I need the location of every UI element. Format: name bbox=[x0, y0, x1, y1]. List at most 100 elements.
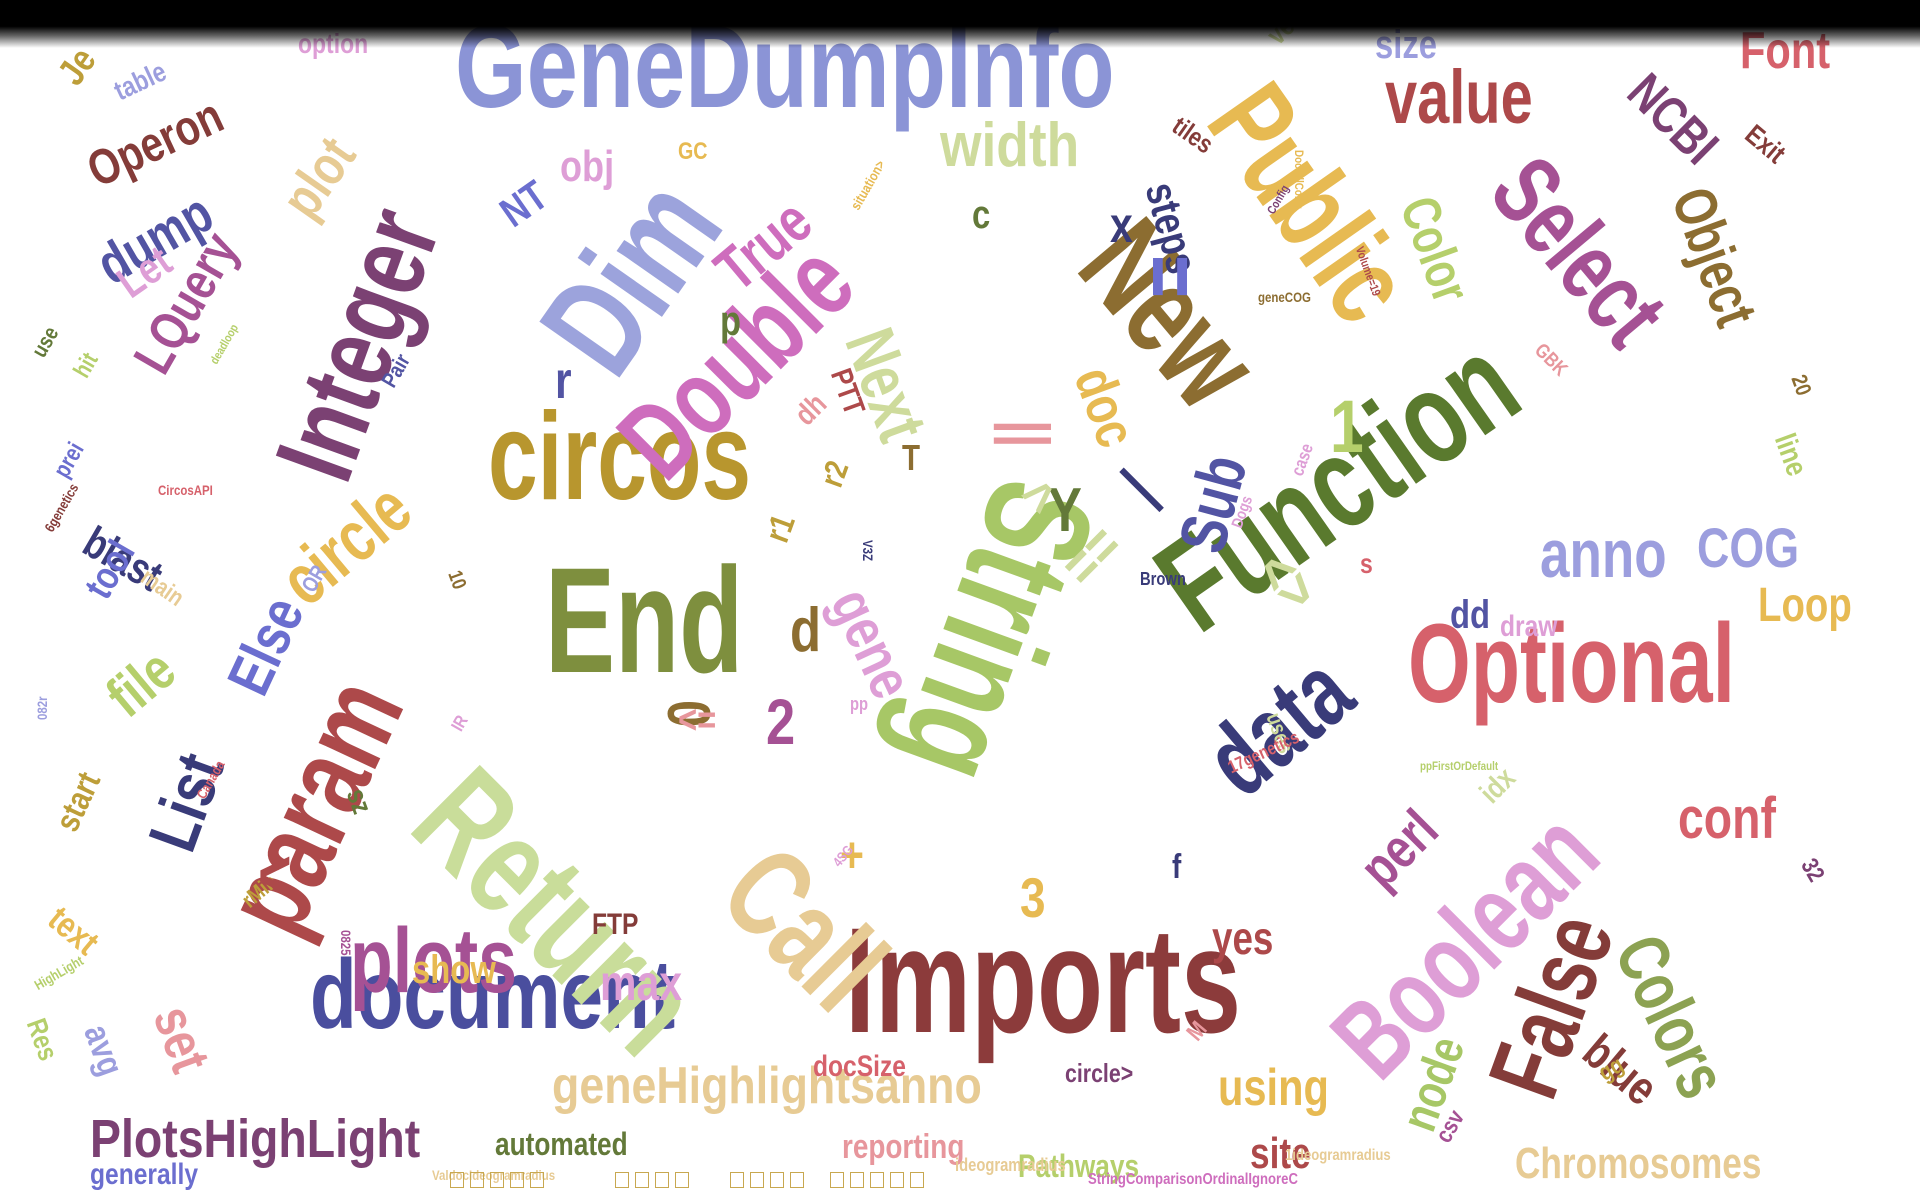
word-ppfirstordefault: ppFirstOrDefault bbox=[1420, 759, 1499, 773]
word-x: x bbox=[1110, 197, 1133, 253]
word-stringcomparisonordinalignorec: StringComparisonOrdinalIgnoreC bbox=[1088, 1171, 1298, 1188]
word-line: line bbox=[1767, 429, 1814, 481]
word-file: file bbox=[94, 636, 188, 730]
word-anno: anno bbox=[1540, 516, 1667, 592]
placeholder-glyph-box bbox=[655, 1172, 669, 1188]
word-using: using bbox=[1218, 1059, 1329, 1117]
word-highlight: HighLight bbox=[31, 952, 86, 993]
word-r2: r2 bbox=[813, 456, 856, 492]
word-genecog: geneCOG bbox=[1258, 289, 1311, 305]
word-f: f bbox=[1172, 848, 1182, 886]
word-symbol: = bbox=[1120, 255, 1220, 299]
word-situation: situation> bbox=[847, 157, 889, 213]
word-max: max bbox=[600, 955, 683, 1011]
word-nt: NT bbox=[491, 171, 556, 237]
word-ncbi: NCBI bbox=[1616, 62, 1730, 176]
word-gene: gene bbox=[817, 578, 926, 709]
word-plotshighlight: PlotsHighLight bbox=[90, 1109, 421, 1169]
word-table: table bbox=[109, 55, 171, 107]
word-6genetics: 6genetics bbox=[41, 480, 82, 535]
word-plots: plots bbox=[350, 910, 518, 1012]
word-circle: circle bbox=[265, 468, 427, 622]
word-main: main bbox=[135, 563, 189, 612]
word-ir: IR bbox=[447, 711, 472, 735]
word-ftp: FTP bbox=[592, 908, 639, 941]
word-brown: Brown bbox=[1140, 569, 1186, 589]
word-docsize: docSize bbox=[813, 1050, 906, 1083]
word-20: 20 bbox=[1786, 371, 1817, 399]
word-avg: avg bbox=[76, 1018, 133, 1081]
word-generally: generally bbox=[90, 1158, 199, 1191]
word-y: Y bbox=[1048, 476, 1082, 545]
word-3: 3 bbox=[1020, 866, 1046, 929]
placeholder-glyph-box bbox=[615, 1172, 629, 1188]
word-t: T bbox=[902, 437, 921, 478]
word-perl: perl bbox=[1347, 797, 1450, 900]
word-symbol: < bbox=[258, 836, 292, 916]
word-hit: hit bbox=[68, 348, 104, 383]
word-s: s bbox=[1360, 548, 1373, 579]
word-gc: GC bbox=[678, 138, 708, 165]
word-d: d bbox=[790, 596, 822, 665]
word-dh: dh bbox=[788, 387, 834, 432]
word-integer: Integer bbox=[251, 192, 464, 496]
word-je: Je bbox=[50, 40, 105, 93]
placeholder-glyph-box bbox=[635, 1172, 649, 1188]
word-p: p bbox=[720, 297, 742, 344]
word-param: param bbox=[198, 659, 430, 953]
word-v3z: V3Z bbox=[860, 540, 876, 562]
word-circosapi: CircosAPI bbox=[158, 482, 213, 498]
word-chromosomes: Chromosomes bbox=[1515, 1139, 1762, 1188]
placeholder-glyph-box bbox=[890, 1172, 904, 1188]
word-reporting: reporting bbox=[842, 1128, 965, 1166]
word-text: text bbox=[40, 897, 108, 963]
word-circos: circos bbox=[488, 388, 752, 526]
word-circle: circle> bbox=[1065, 1058, 1134, 1088]
word-082r: 082r bbox=[34, 696, 50, 720]
word-32: 32 bbox=[1795, 854, 1830, 887]
placeholder-glyph-box bbox=[510, 1172, 524, 1188]
word-draw: draw bbox=[1500, 610, 1558, 643]
word-2: 2 bbox=[766, 686, 796, 758]
placeholder-glyph-box bbox=[530, 1172, 544, 1188]
placeholder-glyph-box bbox=[750, 1172, 764, 1188]
word-symbol: | bbox=[1109, 457, 1167, 515]
placeholder-glyph-box bbox=[850, 1172, 864, 1188]
placeholder-glyph-box bbox=[770, 1172, 784, 1188]
word-exit: Exit bbox=[1739, 118, 1792, 170]
word-gbk: GBK bbox=[1530, 339, 1572, 381]
word-dd: dd bbox=[1450, 593, 1491, 637]
word-set: set bbox=[141, 997, 223, 1081]
placeholder-glyph-box bbox=[870, 1172, 884, 1188]
word-value: value bbox=[1385, 55, 1533, 140]
word-site: site bbox=[1250, 1129, 1311, 1178]
word-r1: r1 bbox=[758, 509, 803, 548]
word-valdocideogramradius: ValdocIdeogramradius bbox=[432, 1167, 556, 1183]
word-imports: Imports bbox=[845, 896, 1242, 1064]
word-1: 1 bbox=[1330, 385, 1364, 468]
word-width: width bbox=[940, 111, 1080, 180]
word-res: Res bbox=[20, 1014, 65, 1065]
word-10: 10 bbox=[443, 567, 471, 593]
word-document: document bbox=[310, 939, 676, 1049]
word-pathways: Pathways bbox=[1018, 1148, 1140, 1184]
word-prei: prei bbox=[48, 437, 90, 483]
word-start: start bbox=[48, 766, 109, 838]
placeholder-glyph-box bbox=[730, 1172, 744, 1188]
word-genehighlightsanno: geneHighlightsanno bbox=[552, 1057, 982, 1115]
placeholder-glyph-box bbox=[910, 1172, 924, 1188]
word-conf: conf bbox=[1678, 786, 1776, 851]
word-symbol: + bbox=[840, 827, 864, 883]
word-ideogramradius: ideogramradius bbox=[955, 1155, 1066, 1175]
word-cog: COG bbox=[1697, 516, 1800, 579]
word-1ideogramradius: 1ideogramradius bbox=[1285, 1147, 1391, 1164]
placeholder-glyph-box bbox=[490, 1172, 504, 1188]
word-symbol: || bbox=[994, 420, 1061, 448]
word-end: End bbox=[545, 536, 744, 704]
word-yes: yes bbox=[1212, 912, 1274, 964]
placeholder-glyph-box bbox=[675, 1172, 689, 1188]
word-object: Object bbox=[1658, 178, 1771, 335]
word-r: r bbox=[555, 352, 572, 410]
word-docfillcolor: DocFillColor bbox=[1292, 150, 1306, 209]
